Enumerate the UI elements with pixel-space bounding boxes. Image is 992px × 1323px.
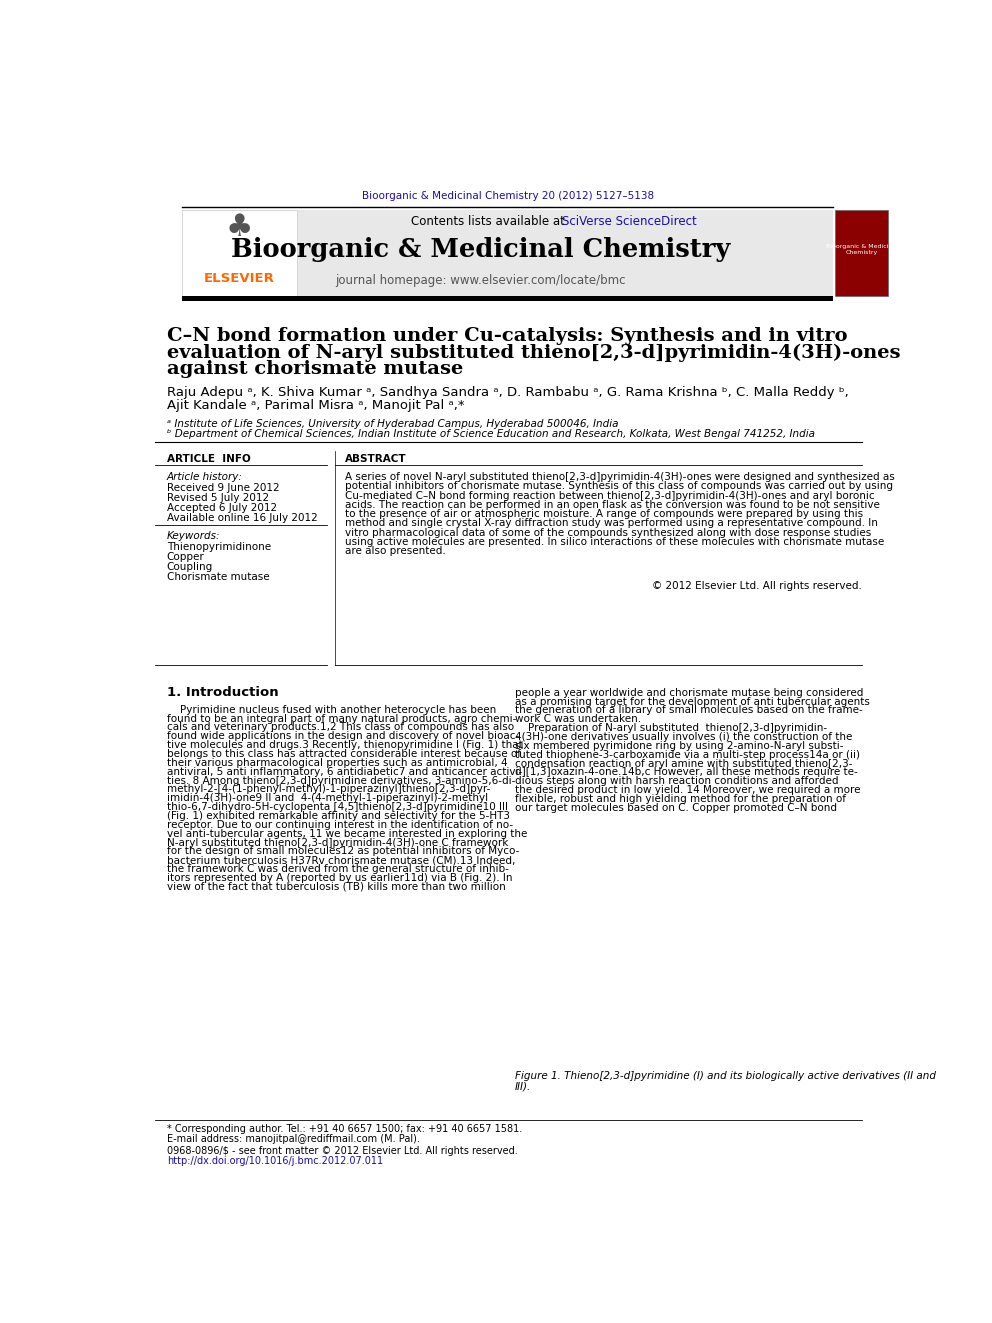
Text: for the design of small molecules12 as potential inhibitors of Myco-: for the design of small molecules12 as p… bbox=[167, 847, 519, 856]
Text: six membered pyrimidone ring by using 2-amino-N-aryl substi-: six membered pyrimidone ring by using 2-… bbox=[515, 741, 843, 751]
Text: people a year worldwide and chorismate mutase being considered: people a year worldwide and chorismate m… bbox=[515, 688, 863, 697]
Text: Preparation of N-aryl substituted  thieno[2,3-d]pyrimidin-: Preparation of N-aryl substituted thieno… bbox=[515, 724, 826, 733]
Text: N-aryl substituted thieno[2,3-d]pyrimidin-4(3H)-one C framework: N-aryl substituted thieno[2,3-d]pyrimidi… bbox=[167, 837, 508, 848]
Text: methyl-2-[4-(1-phenyl-methyl)-1-piperazinyl]thieno[2,3-d]pyr-: methyl-2-[4-(1-phenyl-methyl)-1-piperazi… bbox=[167, 785, 490, 794]
Text: Accepted 6 July 2012: Accepted 6 July 2012 bbox=[167, 503, 277, 513]
Text: itors represented by A (reported by us earlier11d) via B (Fig. 2). In: itors represented by A (reported by us e… bbox=[167, 873, 512, 882]
Text: ᵃ Institute of Life Sciences, University of Hyderabad Campus, Hyderabad 500046, : ᵃ Institute of Life Sciences, University… bbox=[167, 419, 618, 429]
Text: antiviral, 5 anti inflammatory, 6 antidiabetic7 and anticancer activi-: antiviral, 5 anti inflammatory, 6 antidi… bbox=[167, 766, 522, 777]
Text: A series of novel N-aryl substituted thieno[2,3-d]pyrimidin-4(3H)-ones were desi: A series of novel N-aryl substituted thi… bbox=[345, 472, 895, 482]
Text: are also presented.: are also presented. bbox=[345, 546, 445, 556]
Text: journal homepage: www.elsevier.com/locate/bmc: journal homepage: www.elsevier.com/locat… bbox=[335, 274, 626, 287]
Text: tuted thiophene-3-carboxamide via a multi-step process14a or (ii): tuted thiophene-3-carboxamide via a mult… bbox=[515, 750, 860, 759]
Text: imidin-4(3H)-one9 II and  4-(4-methyl-1-piperazinyl)-2-methyl: imidin-4(3H)-one9 II and 4-(4-methyl-1-p… bbox=[167, 794, 488, 803]
Text: our target molecules based on C. Copper promoted C–N bond: our target molecules based on C. Copper … bbox=[515, 803, 836, 812]
Text: ties. 8 Among thieno[2,3-d]pyrimidine derivatives, 3-amino-5,6-di-: ties. 8 Among thieno[2,3-d]pyrimidine de… bbox=[167, 775, 515, 786]
Text: dious steps along with harsh reaction conditions and afforded: dious steps along with harsh reaction co… bbox=[515, 777, 838, 786]
Text: d][1,3]oxazin-4-one.14b,c However, all these methods require te-: d][1,3]oxazin-4-one.14b,c However, all t… bbox=[515, 767, 857, 778]
Text: receptor. Due to our continuing interest in the identification of no-: receptor. Due to our continuing interest… bbox=[167, 820, 513, 830]
Text: acids. The reaction can be performed in an open flask as the conversion was foun: acids. The reaction can be performed in … bbox=[345, 500, 880, 509]
Text: 4(3H)-one derivatives usually involves (i) the construction of the: 4(3H)-one derivatives usually involves (… bbox=[515, 732, 852, 742]
Text: Pyrimidine nucleus fused with another heterocycle has been: Pyrimidine nucleus fused with another he… bbox=[167, 705, 496, 714]
Text: vel anti-tubercular agents, 11 we became interested in exploring the: vel anti-tubercular agents, 11 we became… bbox=[167, 828, 527, 839]
Bar bbox=[183, 296, 833, 302]
Text: Figure 1. Thieno[2,3-d]pyrimidine (I) and its biologically active derivatives (I: Figure 1. Thieno[2,3-d]pyrimidine (I) an… bbox=[515, 1072, 935, 1081]
Text: the generation of a library of small molecules based on the frame-: the generation of a library of small mol… bbox=[515, 705, 862, 716]
Bar bbox=[835, 209, 888, 296]
Text: work C was undertaken.: work C was undertaken. bbox=[515, 714, 641, 724]
Text: Revised 5 July 2012: Revised 5 July 2012 bbox=[167, 493, 269, 503]
Text: bacterium tuberculosis H37Rv chorismate mutase (CM).13 Indeed,: bacterium tuberculosis H37Rv chorismate … bbox=[167, 855, 515, 865]
Text: Thienopyrimidinone: Thienopyrimidinone bbox=[167, 542, 271, 552]
Text: ELSEVIER: ELSEVIER bbox=[204, 271, 275, 284]
Text: ᵇ Department of Chemical Sciences, Indian Institute of Science Education and Res: ᵇ Department of Chemical Sciences, India… bbox=[167, 429, 814, 439]
Text: as a promising target for the development of anti tubercular agents: as a promising target for the developmen… bbox=[515, 697, 869, 706]
Text: flexible, robust and high yielding method for the preparation of: flexible, robust and high yielding metho… bbox=[515, 794, 845, 804]
Text: ABSTRACT: ABSTRACT bbox=[345, 454, 407, 464]
Text: against chorismate mutase: against chorismate mutase bbox=[167, 360, 463, 378]
Text: http://dx.doi.org/10.1016/j.bmc.2012.07.011: http://dx.doi.org/10.1016/j.bmc.2012.07.… bbox=[167, 1156, 383, 1166]
Text: condensation reaction of aryl amine with substituted thieno[2,3-: condensation reaction of aryl amine with… bbox=[515, 758, 852, 769]
Text: Cu-mediated C–N bond forming reaction between thieno[2,3-d]pyrimidin-4(3H)-ones : Cu-mediated C–N bond forming reaction be… bbox=[345, 491, 875, 500]
Text: found wide applications in the design and discovery of novel bioac-: found wide applications in the design an… bbox=[167, 732, 519, 741]
Text: Available online 16 July 2012: Available online 16 July 2012 bbox=[167, 513, 317, 523]
Text: SciVerse ScienceDirect: SciVerse ScienceDirect bbox=[561, 216, 696, 229]
Text: Ajit Kandale ᵃ, Parimal Misra ᵃ, Manojit Pal ᵃ,*: Ajit Kandale ᵃ, Parimal Misra ᵃ, Manojit… bbox=[167, 400, 464, 411]
Text: the framework C was derived from the general structure of inhib-: the framework C was derived from the gen… bbox=[167, 864, 509, 875]
Text: Received 9 June 2012: Received 9 June 2012 bbox=[167, 483, 280, 493]
Text: tive molecules and drugs.3 Recently, thienopyrimidine I (Fig. 1) that: tive molecules and drugs.3 Recently, thi… bbox=[167, 740, 523, 750]
Text: E-mail address: manojitpal@rediffmail.com (M. Pal).: E-mail address: manojitpal@rediffmail.co… bbox=[167, 1134, 420, 1143]
Text: © 2012 Elsevier Ltd. All rights reserved.: © 2012 Elsevier Ltd. All rights reserved… bbox=[652, 581, 862, 591]
Text: Bioorganic & Medicinal Chemistry 20 (2012) 5127–5138: Bioorganic & Medicinal Chemistry 20 (201… bbox=[362, 191, 655, 201]
Text: their various pharmacological properties such as antimicrobial, 4: their various pharmacological properties… bbox=[167, 758, 507, 767]
Text: ARTICLE  INFO: ARTICLE INFO bbox=[167, 454, 250, 464]
Text: Article history:: Article history: bbox=[167, 472, 242, 482]
Text: belongs to this class has attracted considerable interest because of: belongs to this class has attracted cons… bbox=[167, 749, 521, 759]
Text: the desired product in low yield. 14 Moreover, we required a more: the desired product in low yield. 14 Mor… bbox=[515, 785, 860, 795]
Text: C–N bond formation under Cu-catalysis: Synthesis and in vitro: C–N bond formation under Cu-catalysis: S… bbox=[167, 327, 847, 344]
Text: potential inhibitors of chorismate mutase. Synthesis of this class of compounds : potential inhibitors of chorismate mutas… bbox=[345, 482, 893, 491]
Text: Bioorganic & Medicinal
Chemistry: Bioorganic & Medicinal Chemistry bbox=[825, 243, 898, 255]
Text: (Fig. 1) exhibited remarkable affinity and selectivity for the 5-HT3: (Fig. 1) exhibited remarkable affinity a… bbox=[167, 811, 510, 822]
Text: Coupling: Coupling bbox=[167, 562, 213, 573]
Text: Copper: Copper bbox=[167, 552, 204, 562]
Text: ♣: ♣ bbox=[226, 213, 253, 242]
Text: using active molecules are presented. In silico interactions of these molecules : using active molecules are presented. In… bbox=[345, 537, 884, 546]
Text: evaluation of N-aryl substituted thieno[2,3-d]pyrimidin-4(3H)-ones: evaluation of N-aryl substituted thieno[… bbox=[167, 344, 900, 361]
Text: view of the fact that tuberculosis (TB) kills more than two million: view of the fact that tuberculosis (TB) … bbox=[167, 882, 505, 892]
Text: cals and veterinary products.1,2 This class of compounds has also: cals and veterinary products.1,2 This cl… bbox=[167, 722, 514, 733]
Text: Chorismate mutase: Chorismate mutase bbox=[167, 573, 269, 582]
Text: to the presence of air or atmospheric moisture. A range of compounds were prepar: to the presence of air or atmospheric mo… bbox=[345, 509, 863, 519]
Text: Bioorganic & Medicinal Chemistry: Bioorganic & Medicinal Chemistry bbox=[231, 237, 730, 262]
Bar bbox=[183, 209, 833, 296]
Text: * Corresponding author. Tel.: +91 40 6657 1500; fax: +91 40 6657 1581.: * Corresponding author. Tel.: +91 40 665… bbox=[167, 1125, 522, 1134]
Text: Raju Adepu ᵃ, K. Shiva Kumar ᵃ, Sandhya Sandra ᵃ, D. Rambabu ᵃ, G. Rama Krishna : Raju Adepu ᵃ, K. Shiva Kumar ᵃ, Sandhya … bbox=[167, 386, 848, 400]
Text: vitro pharmacological data of some of the compounds synthesized along with dose : vitro pharmacological data of some of th… bbox=[345, 528, 871, 537]
Text: Keywords:: Keywords: bbox=[167, 532, 220, 541]
Text: III).: III). bbox=[515, 1081, 531, 1091]
Bar bbox=[183, 209, 297, 296]
Text: found to be an integral part of many natural products, agro chemi-: found to be an integral part of many nat… bbox=[167, 713, 516, 724]
Text: method and single crystal X-ray diffraction study was performed using a represen: method and single crystal X-ray diffract… bbox=[345, 519, 878, 528]
Text: 0968-0896/$ - see front matter © 2012 Elsevier Ltd. All rights reserved.: 0968-0896/$ - see front matter © 2012 El… bbox=[167, 1146, 518, 1156]
Text: 1. Introduction: 1. Introduction bbox=[167, 687, 278, 700]
Text: Contents lists available at: Contents lists available at bbox=[411, 216, 568, 229]
Text: thio-6,7-dihydro-5H-cyclopenta [4,5]thieno[2,3-d]pyrimidine10 III: thio-6,7-dihydro-5H-cyclopenta [4,5]thie… bbox=[167, 802, 508, 812]
